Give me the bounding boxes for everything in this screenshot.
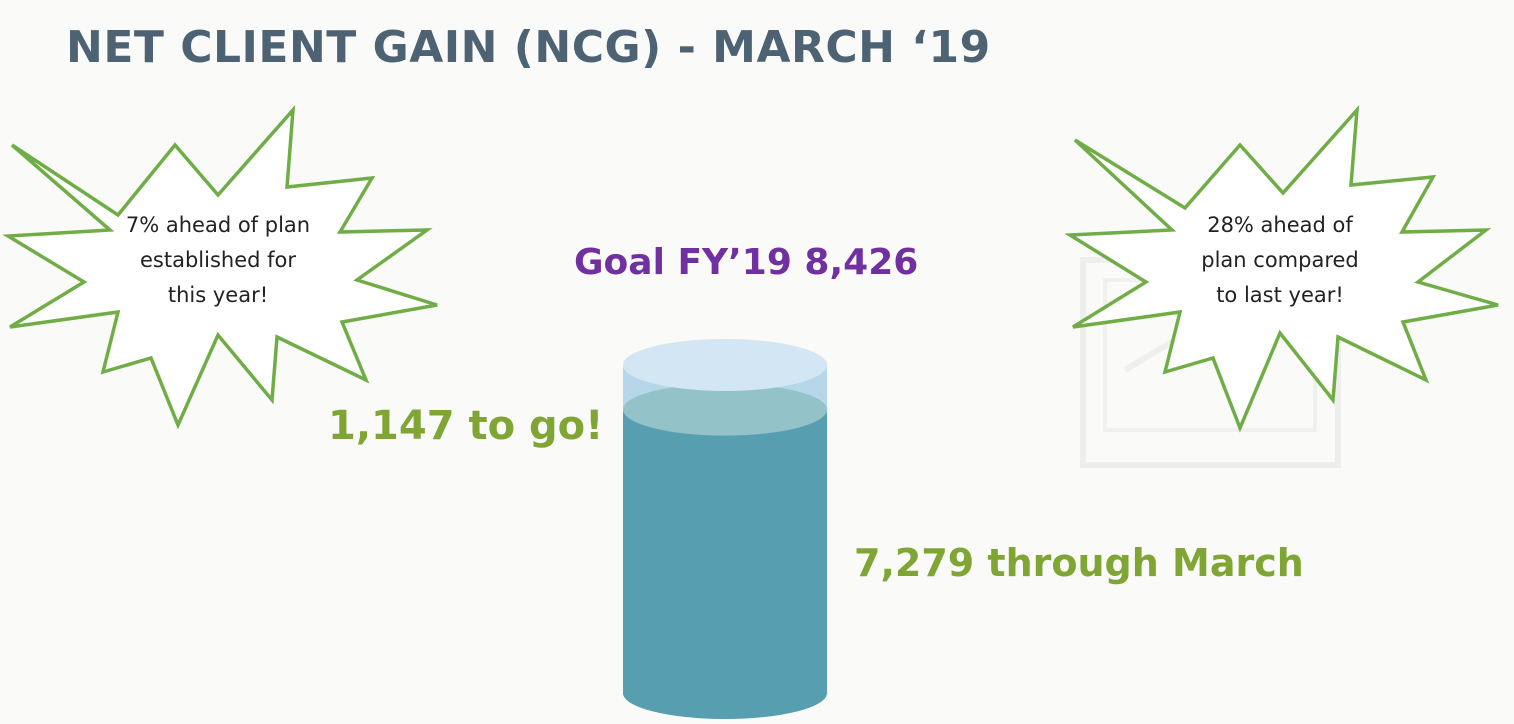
- cylinder-water-surface: [623, 383, 827, 436]
- progress-cylinder: [623, 339, 827, 719]
- right-starburst-shape: [1065, 105, 1499, 433]
- left-callout-line-2: established for: [139, 248, 296, 272]
- slide-title: NET CLIENT GAIN (NCG) - MARCH ‘19: [66, 22, 991, 73]
- left-callout-text: 7% ahead of plan established for this ye…: [100, 208, 336, 313]
- goal-label: Goal FY’19 8,426: [574, 242, 919, 283]
- right-callout-line-1: 28% ahead of: [1207, 213, 1353, 237]
- progress-label: 7,279 through March: [854, 541, 1304, 585]
- left-starburst-shape: [2, 104, 438, 430]
- remaining-label: 1,147 to go!: [328, 403, 604, 449]
- left-callout-line-1: 7% ahead of plan: [125, 213, 311, 237]
- left-callout-line-3: this year!: [167, 283, 269, 307]
- right-callout-text: 28% ahead of plan compared to last year!: [1162, 208, 1398, 313]
- right-callout-line-2: plan compared: [1201, 248, 1359, 272]
- cylinder-water-body: [623, 409, 827, 719]
- right-callout-line-3: to last year!: [1216, 283, 1344, 307]
- cylinder-top-rim: [623, 339, 827, 391]
